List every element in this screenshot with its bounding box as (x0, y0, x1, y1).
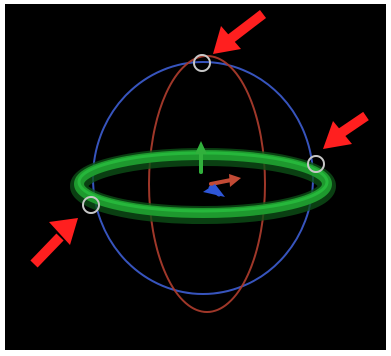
3d-viewport[interactable] (5, 4, 386, 350)
x-axis-shaft (209, 178, 233, 186)
z-axis-arrowhead (203, 184, 225, 197)
x-axis-arrowhead (229, 174, 241, 187)
y-axis-arrowhead (195, 141, 207, 154)
outer-sphere-ring[interactable] (92, 61, 314, 295)
x-rotation-ring[interactable] (148, 55, 266, 313)
top-handle[interactable] (193, 54, 211, 72)
gizmo-canvas (30, 10, 369, 313)
callout-left (30, 218, 78, 268)
callout-right (323, 111, 369, 149)
right-handle[interactable] (307, 155, 325, 173)
callout-top (213, 10, 267, 54)
left-handle[interactable] (82, 196, 100, 214)
